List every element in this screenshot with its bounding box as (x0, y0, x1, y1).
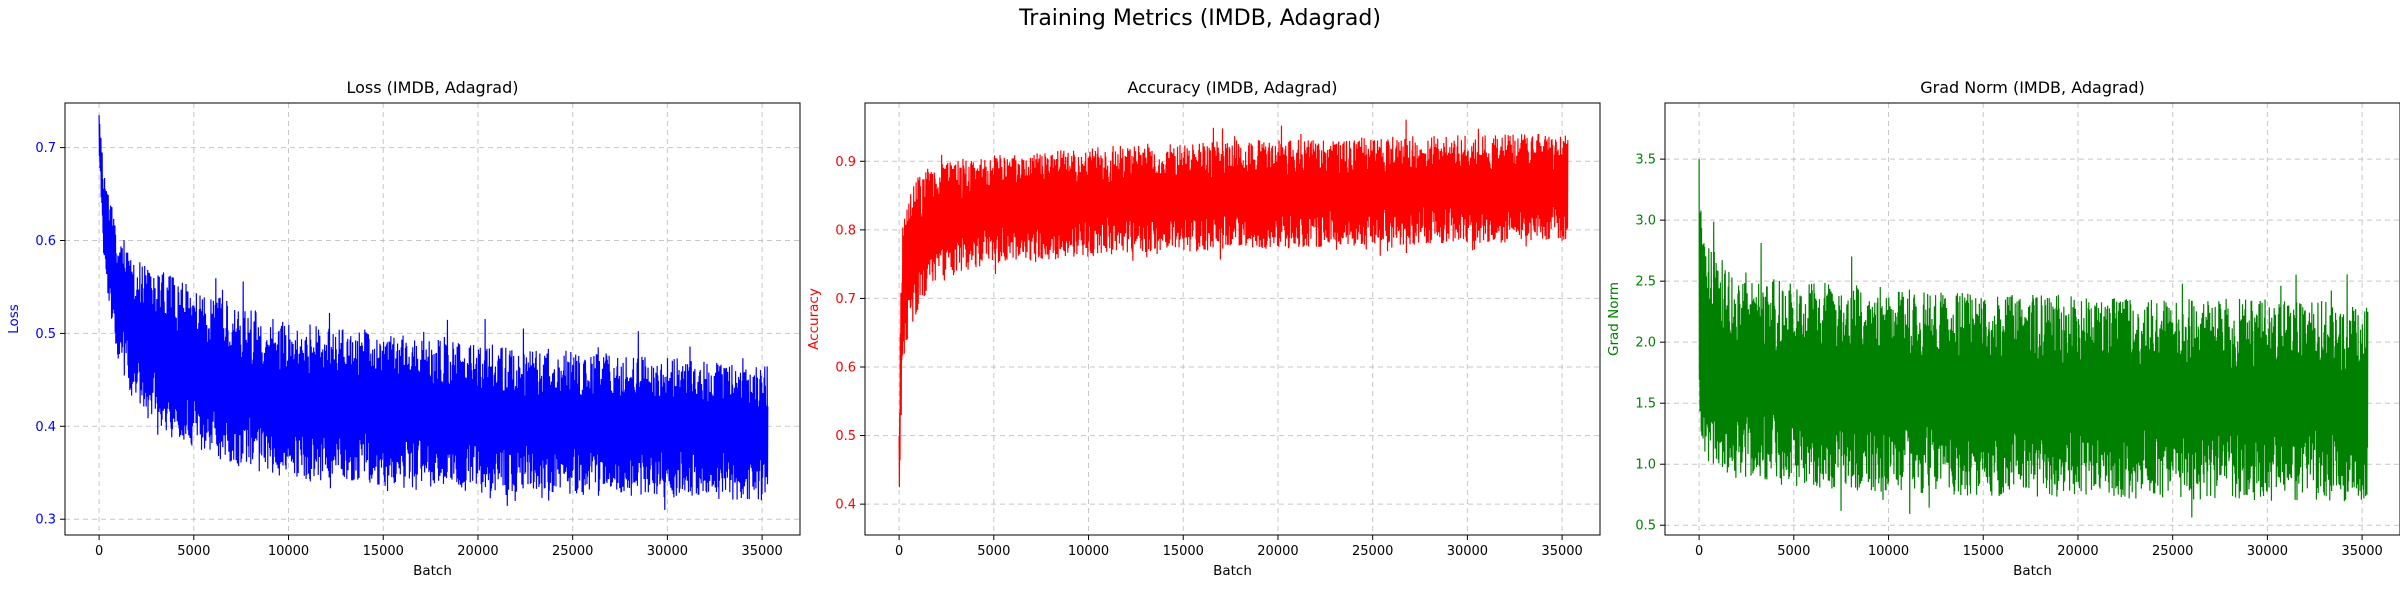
x-tick-label: 35000 (2341, 544, 2382, 559)
x-tick-label: 0 (95, 544, 103, 559)
y-tick-label: 0.4 (835, 498, 856, 513)
x-tick-label: 5000 (177, 544, 210, 559)
y-tick-label: 3.5 (1635, 153, 1656, 168)
x-axis-label: Batch (413, 563, 452, 579)
x-tick-label: 10000 (1068, 544, 1109, 559)
y-tick-label: 0.7 (35, 141, 56, 156)
x-axis-label: Batch (1213, 563, 1252, 579)
x-tick-label: 0 (1695, 544, 1703, 559)
y-tick-label: 0.5 (1635, 519, 1656, 534)
x-tick-label: 5000 (1777, 544, 1810, 559)
x-tick-label: 35000 (741, 544, 782, 559)
x-tick-label: 30000 (1447, 544, 1488, 559)
x-tick-label: 25000 (2152, 544, 2193, 559)
y-tick-label: 2.0 (1635, 336, 1656, 351)
y-tick-label: 1.0 (1635, 458, 1656, 473)
x-tick-label: 20000 (1257, 544, 1298, 559)
x-tick-label: 30000 (2247, 544, 2288, 559)
y-tick-label: 0.3 (35, 513, 56, 528)
series-line (98, 115, 769, 510)
y-tick-label: 0.9 (835, 155, 856, 170)
y-tick-label: 2.5 (1635, 275, 1656, 290)
y-tick-label: 0.8 (835, 223, 856, 238)
y-tick-label: 0.5 (35, 327, 56, 342)
x-tick-label: 10000 (1868, 544, 1909, 559)
y-tick-label: 0.6 (835, 361, 856, 376)
x-tick-label: 20000 (457, 544, 498, 559)
x-tick-label: 35000 (1541, 544, 1582, 559)
x-axis-label: Batch (2013, 563, 2052, 579)
plot-frame (1664, 102, 2400, 536)
series-line (898, 119, 1569, 488)
y-axis-label: Loss (6, 304, 22, 334)
plot-frame (64, 102, 801, 536)
x-tick-label: 25000 (552, 544, 593, 559)
x-tick-label: 30000 (647, 544, 688, 559)
chart-panel-3: 0 5000 10000 15000 20000 25000 30000 35000 0.5 1.… (1606, 78, 2400, 579)
chart-title: Loss (IMDB, Adagrad) (347, 78, 519, 97)
chart-title: Grad Norm (IMDB, Adagrad) (1920, 78, 2145, 97)
figure-title: Training Metrics (IMDB, Adagrad) (1019, 6, 1381, 31)
y-tick-label: 0.4 (35, 420, 56, 435)
x-tick-label: 15000 (1963, 544, 2004, 559)
x-tick-label: 15000 (363, 544, 404, 559)
chart-panel-1: 0 5000 10000 15000 20000 25000 30000 35000 0.3 0.… (6, 78, 801, 579)
y-axis-label: Grad Norm (1606, 282, 1622, 356)
x-tick-label: 5000 (977, 544, 1010, 559)
y-tick-label: 1.5 (1635, 397, 1656, 412)
chart-title: Accuracy (IMDB, Adagrad) (1128, 78, 1338, 97)
series-line (1698, 159, 2369, 518)
y-tick-label: 0.6 (35, 234, 56, 249)
x-tick-label: 25000 (1352, 544, 1393, 559)
y-tick-label: 0.5 (835, 429, 856, 444)
x-tick-label: 0 (895, 544, 903, 559)
x-tick-label: 20000 (2057, 544, 2098, 559)
y-axis-label: Accuracy (806, 288, 822, 350)
y-tick-label: 0.7 (835, 292, 856, 307)
chart-panel-2: 0 5000 10000 15000 20000 25000 30000 35000 0.4 0.… (806, 78, 1601, 579)
x-tick-label: 15000 (1163, 544, 1204, 559)
plot-frame (864, 102, 1601, 536)
x-tick-label: 10000 (268, 544, 309, 559)
y-tick-label: 3.0 (1635, 214, 1656, 229)
